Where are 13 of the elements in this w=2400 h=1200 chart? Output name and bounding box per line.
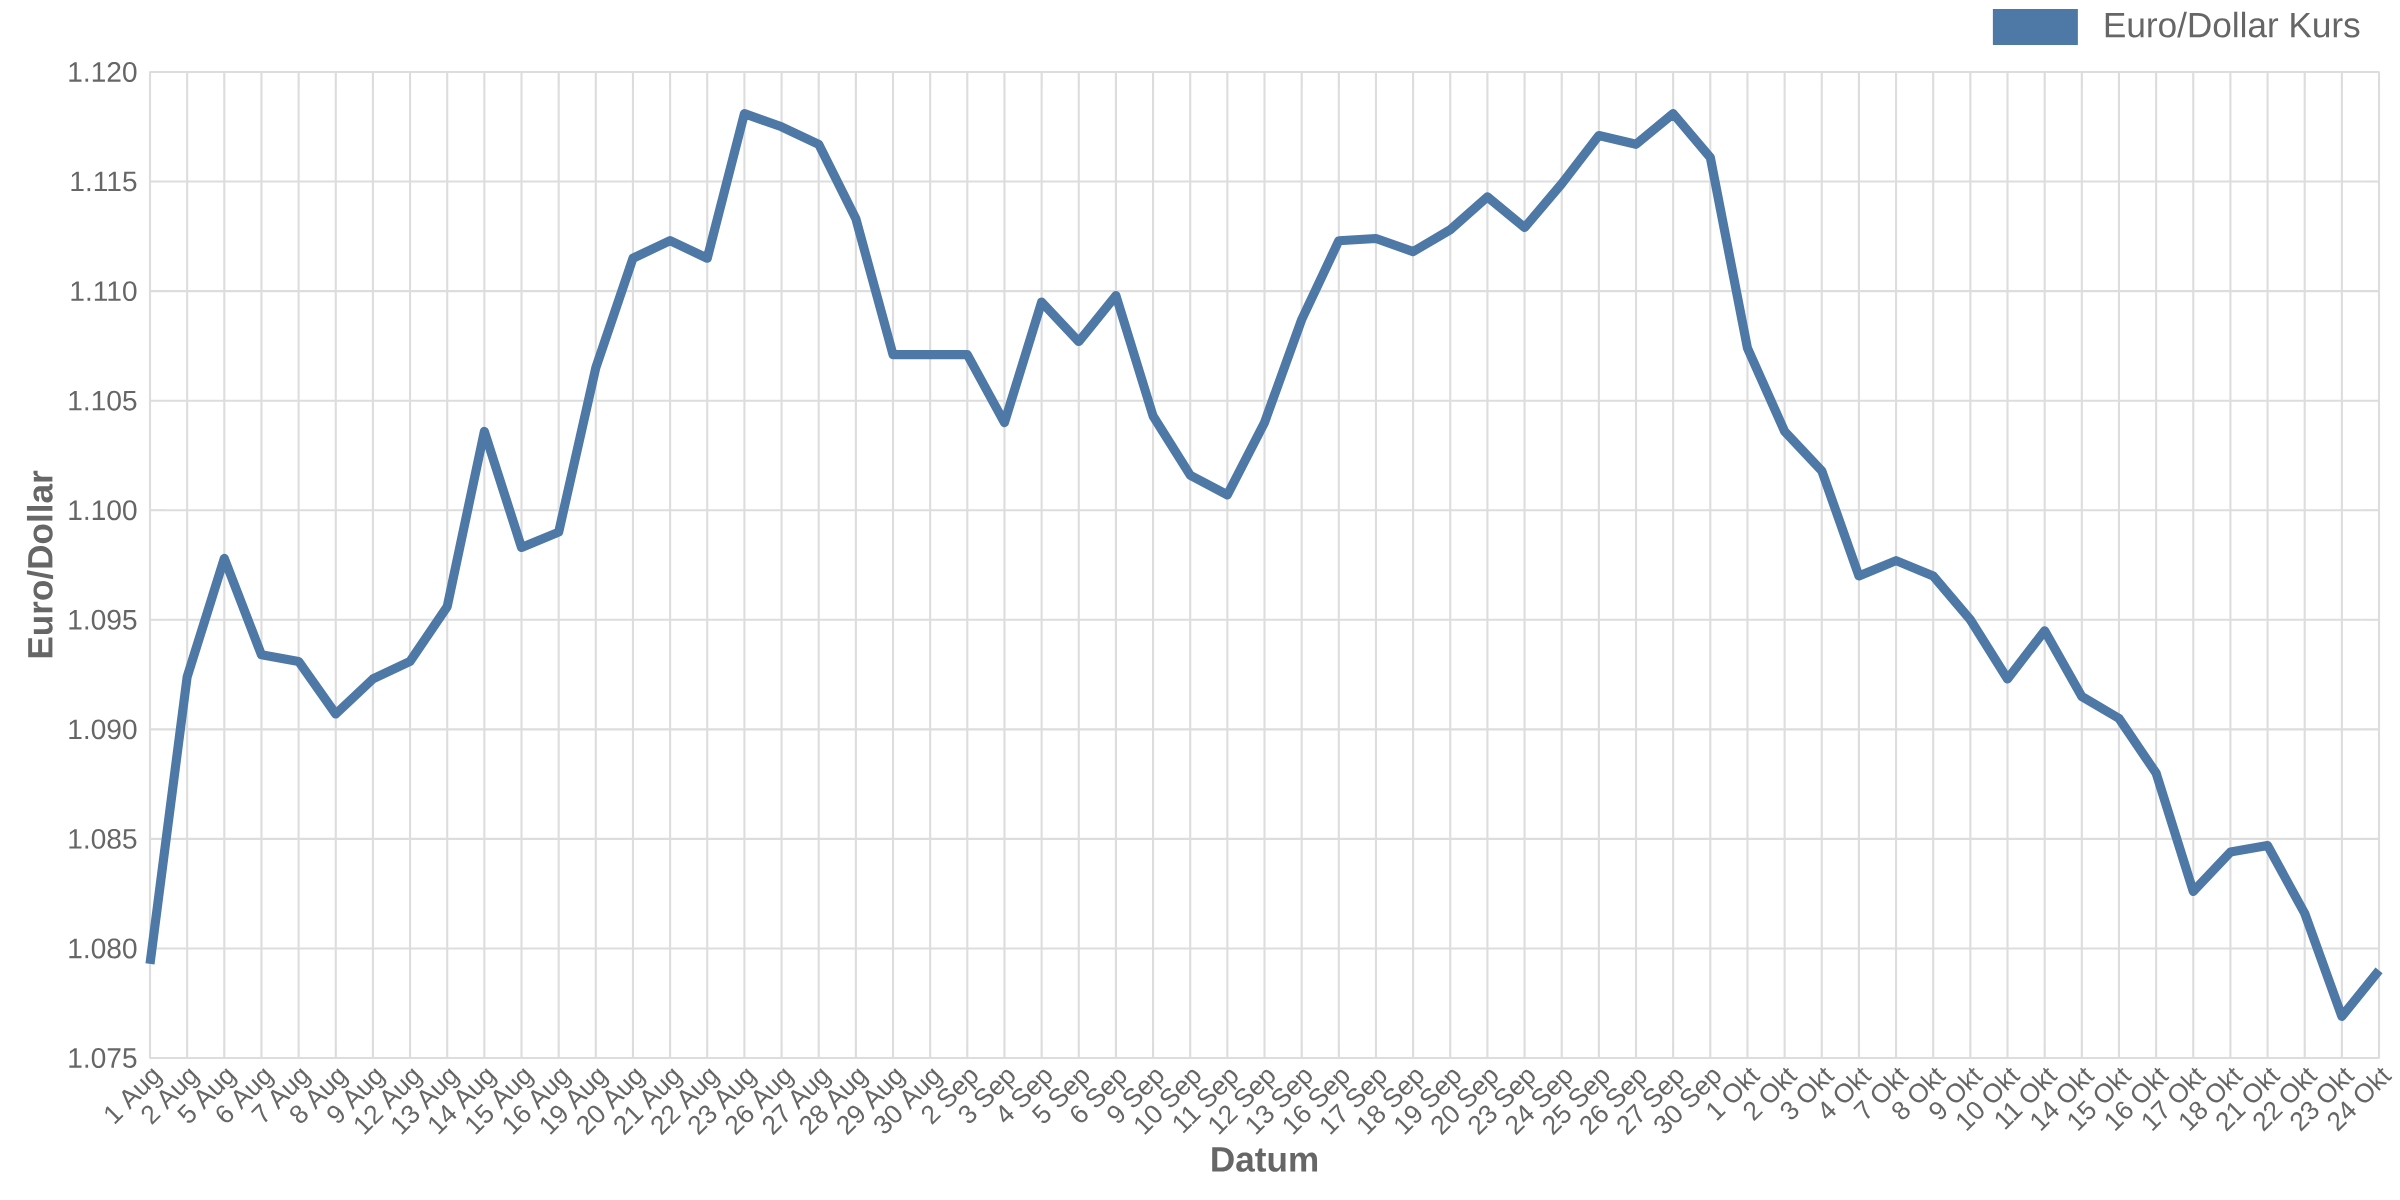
y-tick-label: 1.110: [71, 281, 137, 302]
legend-label: Euro/Dollar Kurs: [2105, 11, 2360, 38]
y-tick-label: 1.085: [69, 828, 137, 849]
y-tick-label: 1.075: [69, 1048, 137, 1068]
y-tick-label: 1.090: [69, 719, 137, 740]
y-tick-label: 1.115: [71, 171, 137, 192]
y-tick-label: 1.095: [69, 609, 137, 630]
x-axis-title: Datum: [1212, 1147, 1318, 1172]
y-tick-label: 1.105: [69, 390, 137, 411]
y-tick-label: 1.080: [69, 938, 137, 959]
y-axis-title: Euro/Dollar: [26, 470, 54, 658]
y-tick-label: 1.100: [69, 500, 137, 521]
y-tick-label: 1.120: [69, 62, 137, 82]
